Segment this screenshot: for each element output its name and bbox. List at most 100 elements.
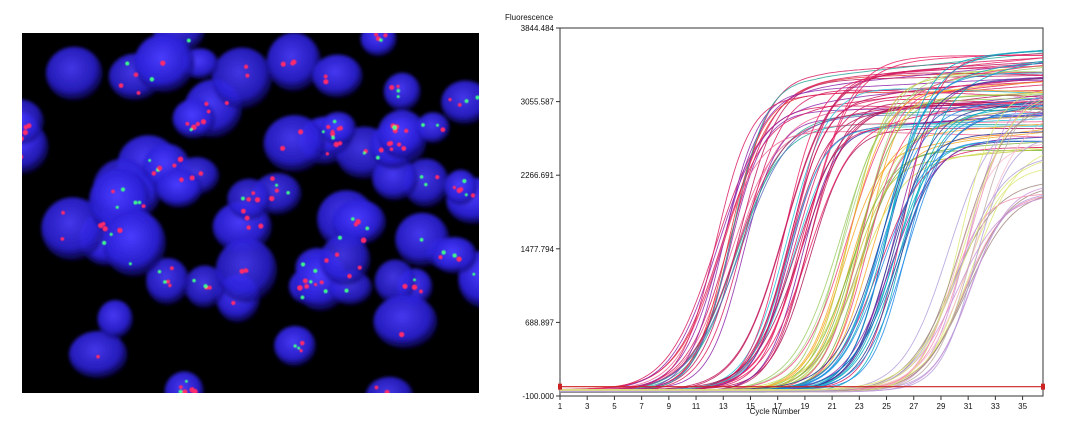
fluorescence-micrograph	[22, 33, 479, 393]
threshold-handle-right[interactable]	[1041, 383, 1045, 390]
red-signal-dot	[254, 197, 261, 203]
red-signal-dot	[291, 59, 297, 65]
green-signal-dot	[464, 99, 469, 103]
red-signal-dot	[313, 282, 318, 287]
red-signal-dot	[97, 222, 104, 229]
y-tick-label: 688.897	[525, 318, 554, 327]
red-signal-dot	[274, 188, 279, 193]
cell-nucleus	[164, 371, 204, 393]
green-signal-dot	[137, 200, 142, 205]
red-signal-dot	[374, 385, 379, 390]
red-signal-dot	[324, 258, 329, 263]
x-tick-label: 3	[585, 402, 590, 411]
red-signal-dot	[325, 152, 330, 156]
red-signal-dot	[251, 191, 256, 196]
red-signal-dot	[373, 33, 379, 37]
red-signal-dot	[419, 289, 423, 294]
red-signal-dot	[360, 237, 367, 244]
green-signal-dot	[365, 226, 370, 231]
red-signal-dot	[398, 331, 405, 338]
cell-nucleus	[416, 112, 450, 144]
red-signal-dot	[195, 121, 201, 127]
x-tick-label: 31	[964, 402, 973, 411]
green-signal-dot	[375, 155, 380, 160]
red-signal-dot	[270, 176, 275, 181]
red-signal-dot	[338, 125, 344, 131]
green-signal-dot	[286, 190, 290, 195]
cell-nucleus	[441, 80, 479, 125]
red-signal-dot	[177, 156, 184, 163]
cell-nucleus	[211, 47, 273, 109]
red-signal-dot	[438, 255, 443, 260]
green-signal-dot	[362, 151, 366, 155]
green-signal-dot	[332, 119, 337, 124]
red-signal-dot	[198, 171, 204, 176]
green-signal-dot	[379, 38, 383, 42]
red-signal-dot	[384, 389, 390, 393]
green-signal-dot	[321, 130, 325, 134]
green-signal-dot	[133, 200, 138, 205]
red-signal-dot	[244, 215, 250, 221]
red-signal-dot	[189, 387, 195, 393]
green-signal-dot	[396, 95, 400, 99]
micrograph-image	[22, 33, 479, 393]
red-signal-dot	[111, 189, 115, 194]
cell-nucleus	[263, 115, 326, 173]
red-signal-dot	[280, 61, 286, 67]
red-signal-dot	[411, 284, 418, 290]
amplification-curve	[560, 161, 1043, 391]
red-signal-dot	[302, 278, 308, 284]
red-signal-dot	[330, 131, 336, 137]
red-signal-dot	[172, 163, 177, 168]
red-signal-dot	[435, 175, 440, 180]
red-signal-dot	[299, 340, 305, 346]
red-signal-dot	[136, 90, 141, 95]
green-signal-dot	[184, 379, 188, 383]
green-signal-dot	[300, 262, 306, 267]
red-signal-dot	[323, 74, 328, 79]
red-signal-dot	[244, 268, 249, 273]
cell-nucleus	[45, 46, 103, 101]
green-signal-dot	[452, 253, 457, 258]
red-signal-dot	[347, 273, 352, 279]
red-signal-dot	[168, 283, 172, 288]
red-signal-dot	[151, 171, 157, 176]
cell-nucleus	[97, 300, 133, 339]
green-signal-dot	[313, 268, 318, 273]
red-signal-dot	[96, 354, 100, 359]
red-signal-dot	[166, 279, 171, 284]
red-signal-dot	[206, 109, 211, 114]
cell-nucleus	[41, 197, 105, 261]
green-signal-dot	[300, 295, 305, 300]
red-signal-dot	[246, 225, 251, 230]
green-signal-dot	[149, 77, 155, 82]
red-signal-dot	[179, 177, 184, 183]
red-signal-dot	[269, 195, 275, 202]
red-signal-dot	[401, 145, 407, 151]
red-signal-dot	[304, 284, 310, 289]
threshold-handle-left[interactable]	[558, 383, 562, 390]
red-signal-dot	[22, 154, 24, 159]
red-signal-dot	[246, 197, 251, 202]
green-signal-dot	[163, 280, 167, 284]
y-tick-label: -100.000	[522, 392, 554, 401]
green-signal-dot	[293, 344, 297, 348]
cell-nucleus	[320, 234, 371, 286]
x-tick-label: 13	[719, 402, 728, 411]
green-signal-dot	[424, 182, 428, 187]
red-signal-dot	[457, 103, 462, 107]
x-tick-label: 23	[855, 402, 864, 411]
y-tick-label: 3844.484	[521, 24, 555, 33]
red-signal-dot	[319, 280, 324, 285]
red-signal-dot	[338, 141, 343, 146]
green-signal-dot	[421, 123, 425, 127]
red-signal-dot	[231, 300, 236, 306]
red-signal-dot	[239, 268, 245, 274]
green-signal-dot	[441, 250, 446, 255]
red-signal-dot	[470, 193, 476, 198]
y-tick-label: 2266.691	[521, 171, 555, 180]
red-signal-dot	[389, 147, 394, 151]
cell-nucleus	[377, 110, 427, 159]
x-tick-label: 5	[612, 402, 617, 411]
cell-nucleus	[102, 210, 166, 277]
